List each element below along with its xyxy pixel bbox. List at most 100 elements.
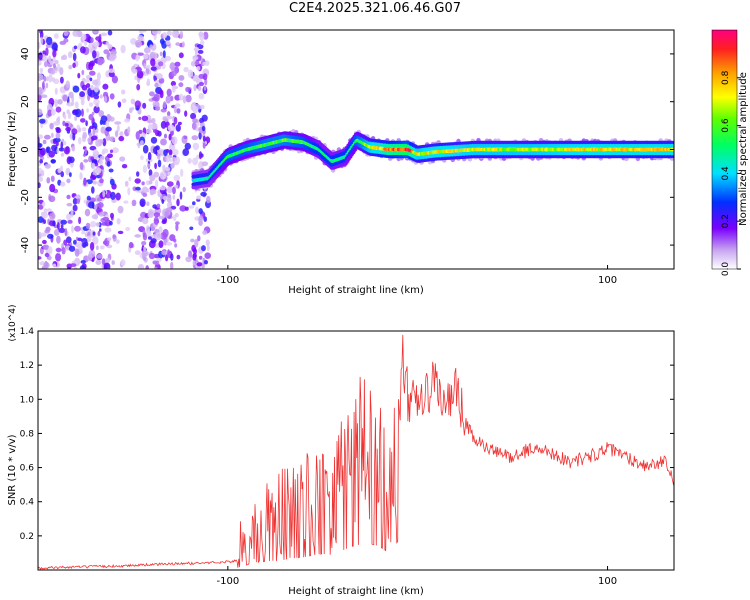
noise-mark xyxy=(55,141,59,147)
noise-mark xyxy=(101,258,106,265)
noise-mark xyxy=(95,208,102,213)
noise-mark xyxy=(94,167,102,174)
noise-mark xyxy=(168,133,172,141)
noise-mark xyxy=(72,62,76,69)
noise-mark xyxy=(52,263,57,268)
noise-mark xyxy=(158,215,165,220)
noise-mark xyxy=(118,135,125,142)
noise-mark xyxy=(162,195,169,201)
noise-mark xyxy=(159,171,167,180)
noise-mark xyxy=(66,178,71,184)
noise-mark xyxy=(101,222,108,226)
noise-mark xyxy=(128,241,134,249)
colorbar-tick-label: 0.8 xyxy=(721,70,731,85)
noise-mark xyxy=(110,53,117,60)
noise-mark xyxy=(175,42,181,46)
noise-mark xyxy=(38,108,43,116)
noise-mark xyxy=(187,69,194,79)
noise-mark xyxy=(182,186,186,193)
noise-mark xyxy=(104,227,112,233)
noise-mark xyxy=(47,103,53,112)
noise-mark xyxy=(92,79,99,86)
noise-mark xyxy=(134,234,141,238)
noise-mark xyxy=(145,188,150,193)
noise-mark xyxy=(161,250,168,256)
noise-mark xyxy=(105,41,110,46)
noise-mark xyxy=(46,36,53,46)
noise-mark xyxy=(59,40,67,45)
noise-mark xyxy=(85,222,91,230)
noise-mark xyxy=(135,54,140,62)
noise-mark xyxy=(60,76,64,84)
snr-marks xyxy=(37,334,674,570)
noise-mark xyxy=(170,162,175,169)
noise-mark xyxy=(120,259,126,267)
noise-mark xyxy=(42,239,47,245)
noise-mark xyxy=(51,132,54,138)
noise-mark xyxy=(185,86,191,93)
noise-mark xyxy=(173,238,177,243)
spectrogram-y-ticks: -40 -20 0 20 40 xyxy=(20,48,674,253)
noise-mark xyxy=(90,37,94,44)
noise-mark xyxy=(174,184,179,189)
noise-mark xyxy=(137,34,144,41)
noise-mark xyxy=(50,175,55,182)
noise-mark xyxy=(78,137,82,145)
noise-mark xyxy=(153,129,158,134)
noise-mark xyxy=(114,121,122,125)
noise-mark xyxy=(115,239,120,244)
noise-mark xyxy=(165,115,173,120)
noise-mark xyxy=(119,156,126,162)
noise-mark xyxy=(154,106,161,111)
noise-mark xyxy=(196,43,204,50)
noise-mark xyxy=(38,41,41,50)
noise-mark xyxy=(116,124,120,132)
noise-mark xyxy=(135,186,141,191)
noise-mark xyxy=(194,60,200,66)
noise-mark xyxy=(110,212,114,219)
noise-mark xyxy=(167,249,171,258)
noise-mark xyxy=(79,265,86,269)
noise-mark xyxy=(40,94,48,98)
noise-mark xyxy=(146,129,152,134)
noise-mark xyxy=(44,252,50,258)
colorbar-ticks: 0.0 0.2 0.4 0.6 0.8 xyxy=(721,70,741,276)
noise-mark xyxy=(121,98,127,104)
noise-mark xyxy=(94,204,98,210)
noise-mark xyxy=(38,216,44,223)
noise-mark xyxy=(78,127,82,133)
noise-mark xyxy=(184,110,188,117)
noise-mark xyxy=(56,235,61,244)
spectrogram-x-tick-label: 100 xyxy=(598,275,617,286)
noise-mark xyxy=(96,197,103,202)
noise-mark xyxy=(109,149,114,154)
noise-mark xyxy=(198,131,202,140)
noise-mark xyxy=(138,129,143,134)
snr-x-tick-label: 100 xyxy=(598,576,617,587)
noise-mark xyxy=(77,72,81,79)
noise-mark xyxy=(196,66,201,71)
noise-mark xyxy=(201,125,206,132)
noise-mark xyxy=(66,109,70,114)
noise-mark xyxy=(58,227,66,233)
noise-mark xyxy=(202,73,208,81)
noise-mark xyxy=(49,183,56,193)
noise-mark xyxy=(196,262,203,267)
noise-mark xyxy=(174,156,180,165)
noise-mark xyxy=(162,164,166,172)
noise-mark xyxy=(92,180,97,185)
noise-mark xyxy=(55,127,61,131)
noise-mark xyxy=(86,235,92,243)
noise-mark xyxy=(165,95,171,104)
noise-mark xyxy=(171,136,178,145)
spectrogram-x-tick-label: -100 xyxy=(216,275,239,286)
noise-mark xyxy=(39,30,44,39)
noise-mark xyxy=(105,257,111,263)
noise-mark xyxy=(143,30,147,33)
noise-mark xyxy=(135,42,141,48)
noise-mark xyxy=(67,51,73,59)
spectrogram-y-tick-label: 0 xyxy=(20,146,31,152)
noise-mark xyxy=(89,77,93,82)
noise-mark xyxy=(170,205,177,210)
noise-mark xyxy=(121,164,128,169)
